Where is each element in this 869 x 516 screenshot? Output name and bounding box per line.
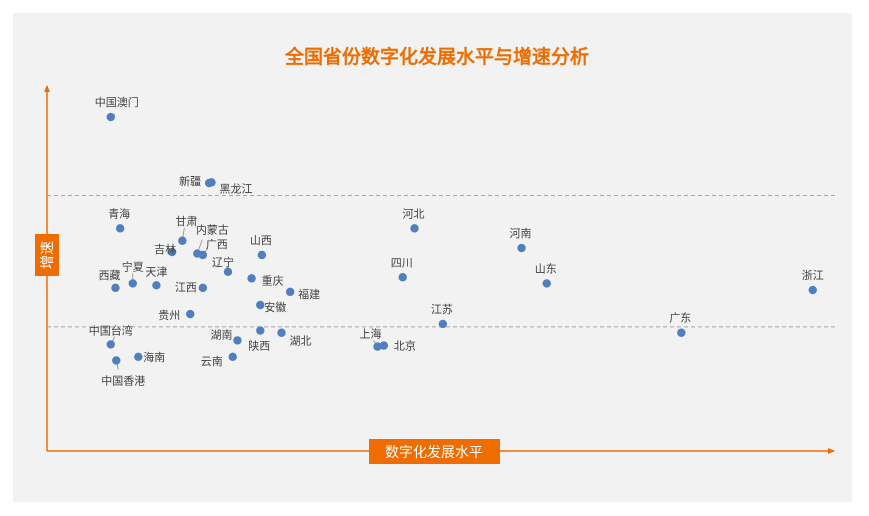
point-3 bbox=[207, 178, 216, 187]
point-8 bbox=[198, 250, 208, 260]
point-label-5: 甘肃 bbox=[175, 215, 197, 228]
point-28 bbox=[410, 224, 419, 233]
point-label-27: 北京 bbox=[394, 339, 416, 353]
point-label-19: 湖北 bbox=[290, 335, 312, 348]
point-label-7: 内蒙古 bbox=[196, 223, 229, 237]
point-label-24: 云南 bbox=[201, 355, 223, 368]
chart-title: 全国省份数字化发展水平与增速分析 bbox=[284, 45, 589, 68]
point-label-25: 中国香港 bbox=[101, 374, 145, 387]
point-label-10: 宁夏 bbox=[122, 259, 144, 273]
point-label-2: 新疆 bbox=[179, 174, 201, 188]
y-axis-label: 增速 bbox=[40, 241, 56, 269]
point-label-28: 河北 bbox=[403, 207, 425, 220]
point-1 bbox=[106, 112, 115, 122]
point-21 bbox=[233, 336, 242, 345]
point-10 bbox=[128, 279, 137, 288]
point-label-23: 海南 bbox=[143, 350, 165, 364]
point-25 bbox=[112, 356, 121, 365]
point-label-31: 河南 bbox=[510, 227, 532, 240]
point-label-15: 江西 bbox=[175, 281, 197, 294]
point-29 bbox=[398, 273, 407, 282]
point-6 bbox=[167, 247, 177, 257]
point-label-29: 四川 bbox=[391, 256, 413, 269]
point-14 bbox=[247, 274, 256, 283]
point-20 bbox=[256, 326, 265, 335]
point-label-4: 青海 bbox=[108, 206, 130, 220]
point-label-6: 吉林 bbox=[154, 242, 176, 256]
point-9 bbox=[257, 250, 267, 260]
point-16 bbox=[285, 287, 295, 297]
point-32 bbox=[542, 279, 551, 288]
point-label-21: 湖南 bbox=[210, 328, 232, 341]
point-label-13: 辽宁 bbox=[212, 255, 234, 269]
point-33 bbox=[677, 328, 686, 337]
point-23 bbox=[134, 352, 143, 362]
point-18 bbox=[186, 309, 195, 319]
point-label-9: 山西 bbox=[250, 234, 272, 247]
point-label-20: 陕西 bbox=[248, 339, 270, 353]
data-points bbox=[106, 112, 817, 365]
point-label-12: 西藏 bbox=[98, 269, 120, 282]
chart-card bbox=[13, 13, 852, 502]
point-22 bbox=[106, 340, 115, 349]
point-34 bbox=[808, 285, 817, 295]
point-31 bbox=[517, 243, 526, 253]
point-30 bbox=[438, 319, 448, 329]
point-24 bbox=[228, 352, 237, 362]
point-4 bbox=[115, 224, 125, 233]
point-label-16: 福建 bbox=[298, 287, 320, 301]
point-label-22: 中国台湾 bbox=[89, 323, 133, 337]
point-12 bbox=[111, 283, 120, 293]
point-label-1: 中国澳门 bbox=[95, 95, 139, 109]
x-axis-label: 数字化发展水平 bbox=[385, 445, 483, 461]
leader-lines bbox=[110, 113, 378, 370]
point-label-34: 浙江 bbox=[802, 269, 824, 282]
point-11 bbox=[152, 281, 161, 290]
point-5 bbox=[178, 236, 187, 245]
point-label-14: 重庆 bbox=[262, 273, 284, 287]
point-label-33: 广东 bbox=[669, 312, 691, 325]
point-27 bbox=[379, 341, 389, 350]
point-19 bbox=[277, 328, 286, 337]
point-13 bbox=[223, 267, 233, 276]
point-label-3: 黑龙江 bbox=[219, 182, 252, 195]
point-label-8: 广西 bbox=[206, 238, 228, 251]
y-axis-label-box bbox=[35, 234, 59, 276]
point-26 bbox=[373, 342, 382, 351]
point-label-32: 山东 bbox=[535, 262, 557, 275]
point-17 bbox=[256, 300, 265, 310]
point-15 bbox=[198, 283, 208, 293]
point-label-30: 江苏 bbox=[431, 303, 453, 316]
point-label-17: 安徽 bbox=[264, 300, 286, 314]
point-label-11: 天津 bbox=[145, 265, 167, 278]
point-label-26: 上海 bbox=[360, 327, 382, 341]
x-axis-label-box bbox=[369, 439, 500, 464]
point-label-18: 贵州 bbox=[158, 309, 180, 322]
